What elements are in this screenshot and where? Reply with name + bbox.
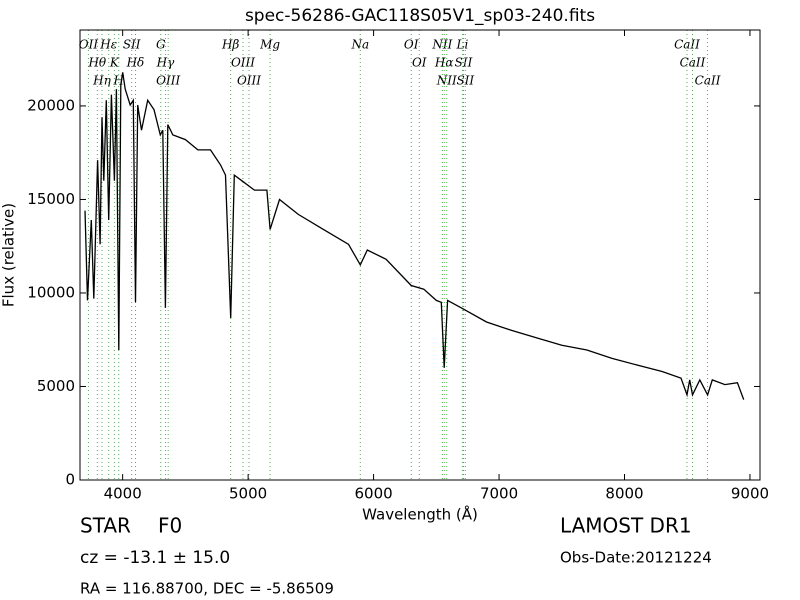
spectral-line-label: K xyxy=(109,56,120,70)
spectral-line-label: OII xyxy=(79,38,99,52)
y-tick-label: 10000 xyxy=(27,283,75,301)
spectral-line-label: Li xyxy=(455,38,468,52)
coordinates: RA = 116.88700, DEC = -5.86509 xyxy=(80,580,334,598)
spectral-line-label: Na xyxy=(350,38,369,52)
spectral-line-label: Hε xyxy=(99,38,117,52)
plot-frame xyxy=(79,29,761,481)
spectral-line-label: OI xyxy=(404,38,419,52)
x-tick-label: 9000 xyxy=(731,485,769,503)
y-tick-label: 0 xyxy=(65,471,75,489)
spectral-line-label: NII xyxy=(431,38,452,52)
spectral-line-label: Hβ xyxy=(221,38,239,52)
spectral-line-label: OIII xyxy=(231,56,255,70)
survey: LAMOST DR1 xyxy=(560,514,692,538)
spectrum-line xyxy=(84,72,745,400)
spectral-line-label: Hθ xyxy=(87,56,106,70)
spectral-line-label: SII xyxy=(455,56,473,70)
subclass: F0 xyxy=(158,514,182,538)
obs-date: Obs-Date:20121224 xyxy=(560,549,712,567)
x-tick-label: 8000 xyxy=(605,485,643,503)
x-tick-label: 5000 xyxy=(229,485,267,503)
x-tick-label: 7000 xyxy=(480,485,518,503)
y-tick-label: 15000 xyxy=(27,190,75,208)
object-class: STAR xyxy=(80,514,131,538)
spectral-line-label: Hδ xyxy=(126,56,145,70)
spectral-line-label: Hγ xyxy=(156,56,175,70)
chart-title: spec-56286-GAC118S05V1_sp03-240.fits xyxy=(245,6,595,26)
spectral-line-label: G xyxy=(156,38,166,52)
spectral-line-label: CaII xyxy=(674,38,700,52)
spectral-line-label: OIII xyxy=(156,74,180,88)
spectral-line-label: CaII xyxy=(680,56,706,70)
y-axis-label: Flux (relative) xyxy=(0,203,18,307)
x-axis-label: Wavelength (Å) xyxy=(362,505,478,524)
spectral-line-label: Mg xyxy=(259,38,280,52)
x-tick-label: 6000 xyxy=(354,485,392,503)
spectral-line-label: OI xyxy=(412,56,427,70)
x-tick-label: 4000 xyxy=(104,485,142,503)
spectral-line-label: SII xyxy=(456,74,474,88)
y-tick-label: 20000 xyxy=(27,96,75,114)
y-tick-label: 5000 xyxy=(37,377,75,395)
spectral-line-label: Hα xyxy=(434,56,454,70)
spectral-line-label: SII xyxy=(123,38,141,52)
spectral-line-label: OIII xyxy=(237,74,261,88)
redshift: cz = -13.1 ± 15.0 xyxy=(80,548,230,568)
spectral-line-label: CaII xyxy=(695,74,721,88)
spectral-line-label: Hη xyxy=(92,74,111,88)
spectral-line-label: NII xyxy=(436,74,457,88)
